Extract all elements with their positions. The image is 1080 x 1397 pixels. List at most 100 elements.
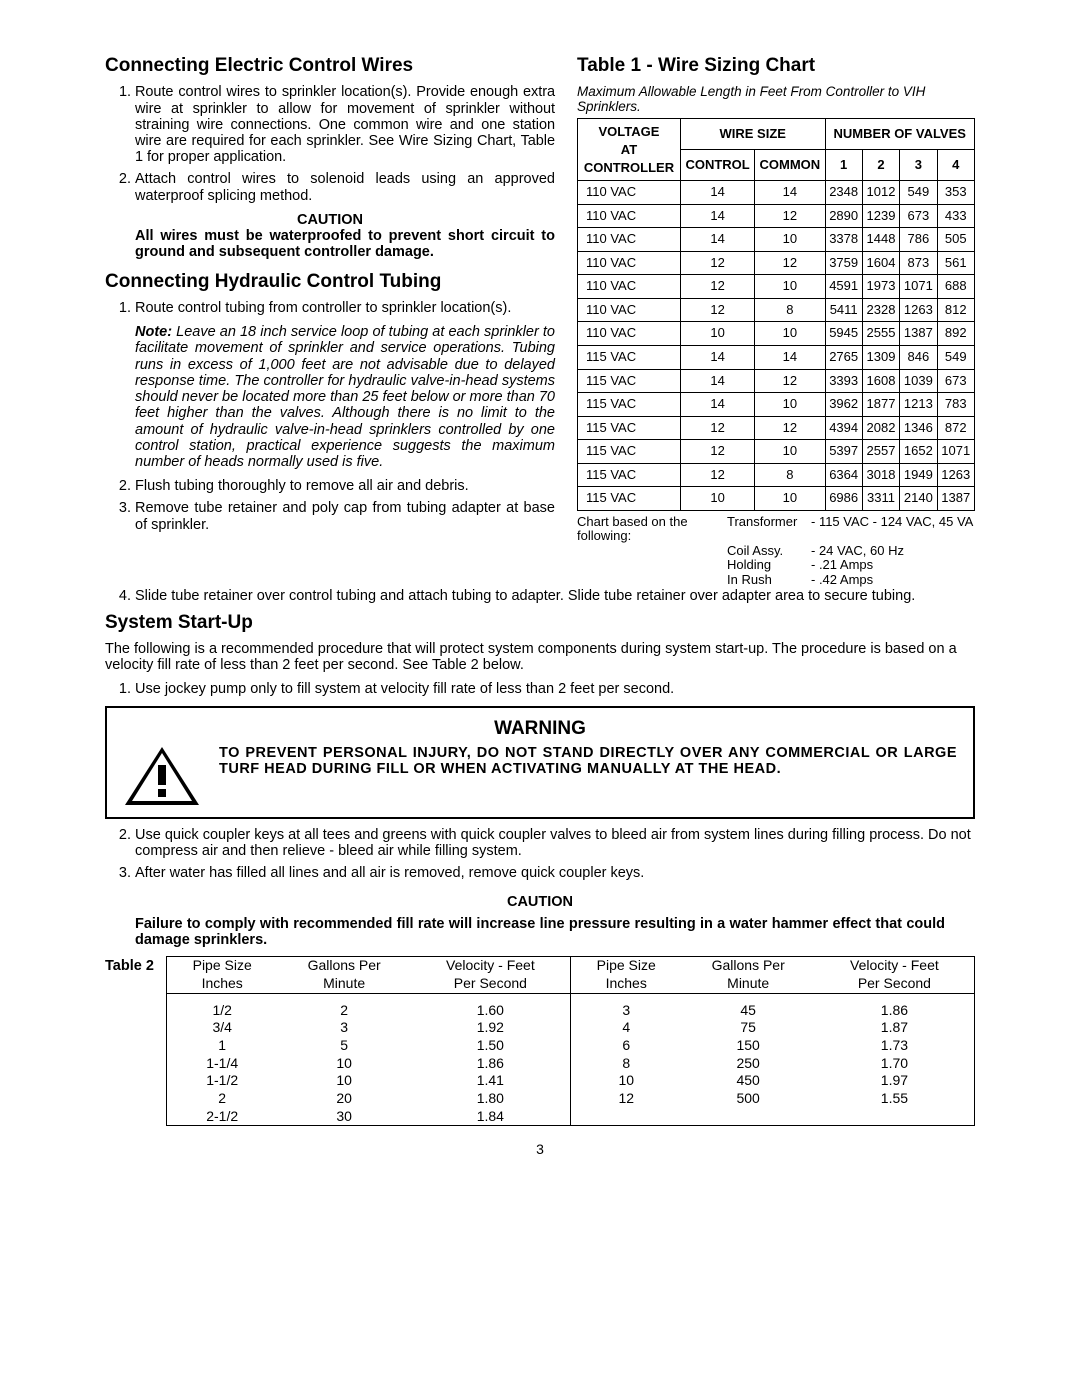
- table-cell: 8: [570, 1055, 681, 1073]
- table-cell: 10: [755, 440, 825, 464]
- table-cell: 115 VAC: [578, 393, 681, 417]
- table-cell: [682, 1108, 815, 1126]
- table-cell: 5945: [825, 322, 862, 346]
- table-cell: 10: [755, 275, 825, 299]
- table-cell: 1.84: [411, 1108, 571, 1126]
- caution-label: CAUTION: [105, 212, 555, 228]
- table-cell: 8: [755, 298, 825, 322]
- list-item: Route control tubing from controller to …: [135, 300, 555, 316]
- table-cell: 1239: [862, 204, 899, 228]
- table-cell: 673: [900, 204, 937, 228]
- table-cell: 1071: [937, 440, 974, 464]
- table-cell: 115 VAC: [578, 487, 681, 511]
- heading-hydraulic: Connecting Hydraulic Control Tubing: [105, 271, 555, 292]
- table-cell: [815, 1108, 975, 1126]
- table-cell: 1/2: [166, 1002, 277, 1020]
- table-cell: 3/4: [166, 1019, 277, 1037]
- table-cell: 1213: [900, 393, 937, 417]
- table-cell: 2: [278, 1002, 411, 1020]
- table-cell: 12: [755, 251, 825, 275]
- heading-electric-wires: Connecting Electric Control Wires: [105, 55, 555, 76]
- table-cell: 688: [937, 275, 974, 299]
- table-cell: 110 VAC: [578, 228, 681, 252]
- table-cell: 2765: [825, 345, 862, 369]
- table-cell: 1608: [862, 369, 899, 393]
- list-item: Remove tube retainer and poly cap from t…: [135, 500, 555, 532]
- table-cell: 110 VAC: [578, 251, 681, 275]
- table-cell: 1.80: [411, 1090, 571, 1108]
- table-cell: 1448: [862, 228, 899, 252]
- table-cell: 1.97: [815, 1072, 975, 1090]
- table-cell: 1263: [937, 463, 974, 487]
- table-cell: 549: [937, 345, 974, 369]
- table-cell: [570, 1108, 681, 1126]
- table-cell: 500: [682, 1090, 815, 1108]
- table1-footer: Chart based on the following: Transforme…: [577, 515, 975, 588]
- table-cell: 6364: [825, 463, 862, 487]
- table-cell: 14: [755, 345, 825, 369]
- table-cell: 1.70: [815, 1055, 975, 1073]
- table-cell: 115 VAC: [578, 463, 681, 487]
- table-cell: 3: [278, 1019, 411, 1037]
- table-cell: 110 VAC: [578, 204, 681, 228]
- left-column: Connecting Electric Control Wires Route …: [105, 55, 555, 588]
- list-item: Use quick coupler keys at all tees and g…: [135, 827, 975, 859]
- table-cell: 1-1/4: [166, 1055, 277, 1073]
- table-cell: 2082: [862, 416, 899, 440]
- table-cell: 10: [680, 322, 754, 346]
- table-cell: 115 VAC: [578, 416, 681, 440]
- table-cell: 353: [937, 181, 974, 205]
- list-item: Attach control wires to solenoid leads u…: [135, 171, 555, 203]
- table-cell: 10: [570, 1072, 681, 1090]
- table2-label: Table 2: [105, 956, 154, 974]
- table-wire-sizing: VOLTAGE AT CONTROLLER WIRE SIZE NUMBER O…: [577, 118, 975, 510]
- table-cell: 1973: [862, 275, 899, 299]
- table-cell: 1346: [900, 416, 937, 440]
- table-cell: 1.86: [411, 1055, 571, 1073]
- table-cell: 1.50: [411, 1037, 571, 1055]
- table-cell: 8: [755, 463, 825, 487]
- table-cell: 1263: [900, 298, 937, 322]
- table-cell: 3: [570, 1002, 681, 1020]
- table-cell: 561: [937, 251, 974, 275]
- table-cell: 1-1/2: [166, 1072, 277, 1090]
- table-cell: 846: [900, 345, 937, 369]
- table-cell: 115 VAC: [578, 345, 681, 369]
- table-cell: 4394: [825, 416, 862, 440]
- table-cell: 2890: [825, 204, 862, 228]
- table-cell: 6986: [825, 487, 862, 511]
- table-cell: 45: [682, 1002, 815, 1020]
- table-cell: 1012: [862, 181, 899, 205]
- table-cell: 20: [278, 1090, 411, 1108]
- table-cell: 2348: [825, 181, 862, 205]
- table-cell: 1387: [937, 487, 974, 511]
- table-cell: 5397: [825, 440, 862, 464]
- heading-wire-chart: Table 1 - Wire Sizing Chart: [577, 55, 975, 76]
- caution-text: Failure to comply with recommended fill …: [135, 916, 945, 948]
- table-cell: 14: [680, 204, 754, 228]
- table-cell: 783: [937, 393, 974, 417]
- table-cell: 3759: [825, 251, 862, 275]
- table-cell: 1877: [862, 393, 899, 417]
- table-cell: 1309: [862, 345, 899, 369]
- table-cell: 450: [682, 1072, 815, 1090]
- table-cell: 2555: [862, 322, 899, 346]
- table-cell: 1652: [900, 440, 937, 464]
- table-cell: 12: [680, 440, 754, 464]
- table-cell: 12: [570, 1090, 681, 1108]
- table-cell: 12: [755, 369, 825, 393]
- list-item: Flush tubing thoroughly to remove all ai…: [135, 478, 555, 494]
- table-cell: 14: [755, 181, 825, 205]
- caution-label: CAUTION: [105, 894, 975, 910]
- table-cell: 2140: [900, 487, 937, 511]
- table-cell: 12: [680, 463, 754, 487]
- warning-heading: WARNING: [123, 718, 957, 739]
- table-cell: 115 VAC: [578, 440, 681, 464]
- table-cell: 1387: [900, 322, 937, 346]
- table-cell: 150: [682, 1037, 815, 1055]
- table-cell: 1.60: [411, 1002, 571, 1020]
- table-cell: 12: [680, 251, 754, 275]
- table-velocity: Pipe SizeGallons PerVelocity - Feet Pipe…: [166, 956, 975, 1126]
- table-cell: 250: [682, 1055, 815, 1073]
- table-cell: 549: [900, 181, 937, 205]
